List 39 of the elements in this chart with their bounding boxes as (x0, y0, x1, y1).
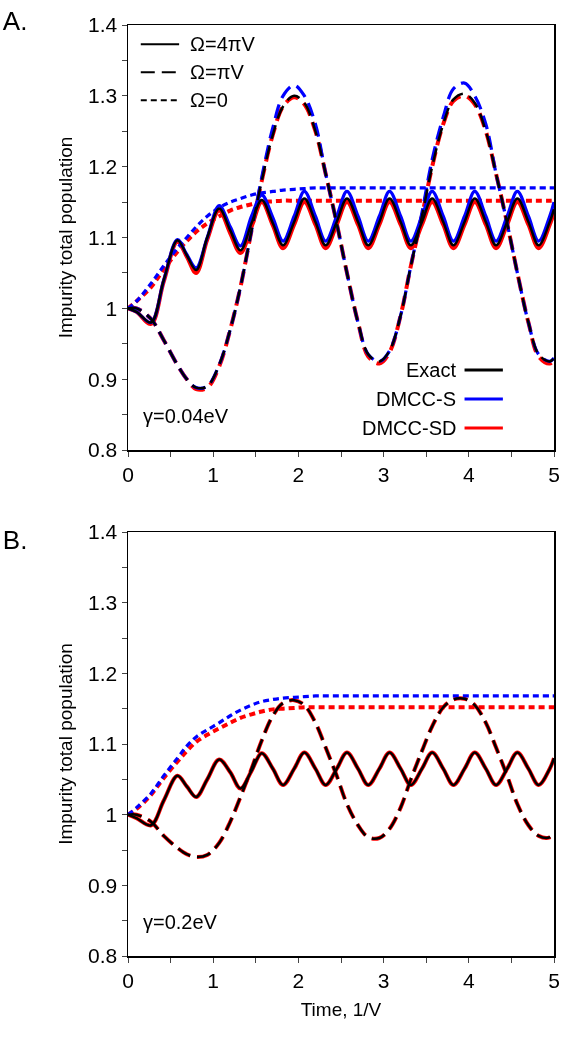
y-axis-title: Impurity total population (55, 643, 77, 845)
annotation: Ω=4πV (190, 33, 256, 55)
x-tick-label: 4 (462, 968, 475, 992)
x-tick-label: 0 (122, 462, 134, 486)
x-tick-label: 3 (377, 968, 390, 992)
y-tick-label: 1.2 (88, 155, 118, 179)
x-tick-label: 0 (122, 968, 134, 992)
annotation: γ=0.04eV (143, 405, 229, 427)
x-tick-label: 3 (377, 462, 390, 486)
x-tick-label: 1 (207, 462, 220, 486)
annotation: Ω=0 (190, 89, 228, 111)
y-tick-label: 0.9 (88, 367, 118, 391)
y-tick-label: 0.8 (88, 944, 118, 968)
y-tick-label: 1.2 (88, 661, 118, 685)
annotation: γ=0.2eV (143, 911, 218, 933)
annotation: Ω=πV (190, 61, 245, 83)
x-tick-label: 4 (462, 462, 475, 486)
annotation: DMCC-SD (362, 417, 457, 439)
annotation: DMCC-S (376, 388, 456, 410)
x-tick-label: 2 (292, 462, 305, 486)
y-axis-title: Impurity total population (55, 136, 77, 339)
y-tick-label: 1.1 (88, 732, 118, 756)
x-tick-label: 2 (292, 968, 305, 992)
y-tick-label: 1 (105, 803, 118, 827)
y-tick-label: 1.1 (88, 225, 118, 249)
annotation: Exact (406, 359, 457, 381)
chart-title: A. (2, 6, 28, 37)
x-axis-title: Time, 1/V (300, 999, 382, 1021)
x-tick-label: 1 (207, 968, 220, 992)
y-tick-label: 0.8 (88, 438, 118, 462)
chart-title: B. (2, 525, 28, 556)
y-tick-label: 1.3 (88, 591, 118, 615)
y-tick-label: 1 (105, 296, 118, 320)
x-tick-label: 5 (548, 462, 560, 486)
y-tick-label: 1.4 (88, 520, 118, 544)
x-tick-label: 5 (548, 968, 560, 992)
y-tick-label: 1.3 (88, 84, 118, 108)
y-tick-label: 1.4 (88, 13, 118, 37)
y-tick-label: 0.9 (88, 873, 118, 897)
